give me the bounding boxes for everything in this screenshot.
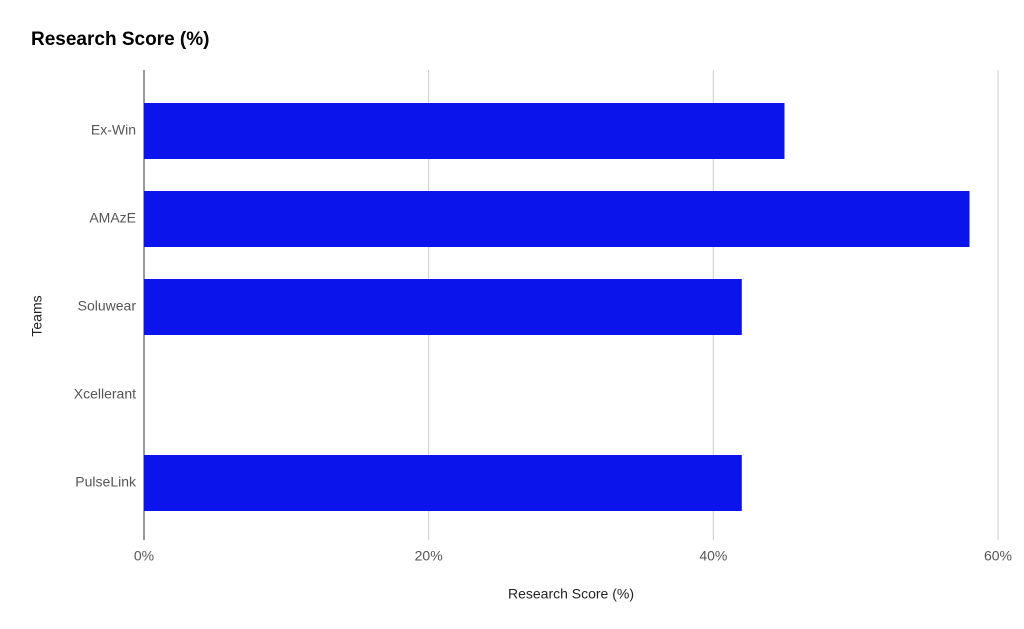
y-tick-label: PulseLink bbox=[75, 474, 137, 490]
y-axis-title: Teams bbox=[29, 295, 45, 336]
x-tick-label: 20% bbox=[415, 548, 443, 564]
x-tick-label: 60% bbox=[984, 548, 1012, 564]
y-tick-label: Ex-Win bbox=[91, 122, 136, 138]
y-tick-label: AMAzE bbox=[89, 210, 136, 226]
bar bbox=[144, 279, 742, 335]
bar bbox=[144, 191, 970, 247]
chart-title: Research Score (%) bbox=[31, 29, 209, 50]
x-tick-label: 0% bbox=[134, 548, 154, 564]
x-axis-title: Research Score (%) bbox=[508, 586, 634, 602]
bar bbox=[144, 455, 742, 511]
x-tick-label: 40% bbox=[699, 548, 727, 564]
bar bbox=[144, 103, 785, 159]
y-tick-label: Soluwear bbox=[78, 298, 137, 314]
y-tick-label: Xcellerant bbox=[74, 386, 136, 402]
